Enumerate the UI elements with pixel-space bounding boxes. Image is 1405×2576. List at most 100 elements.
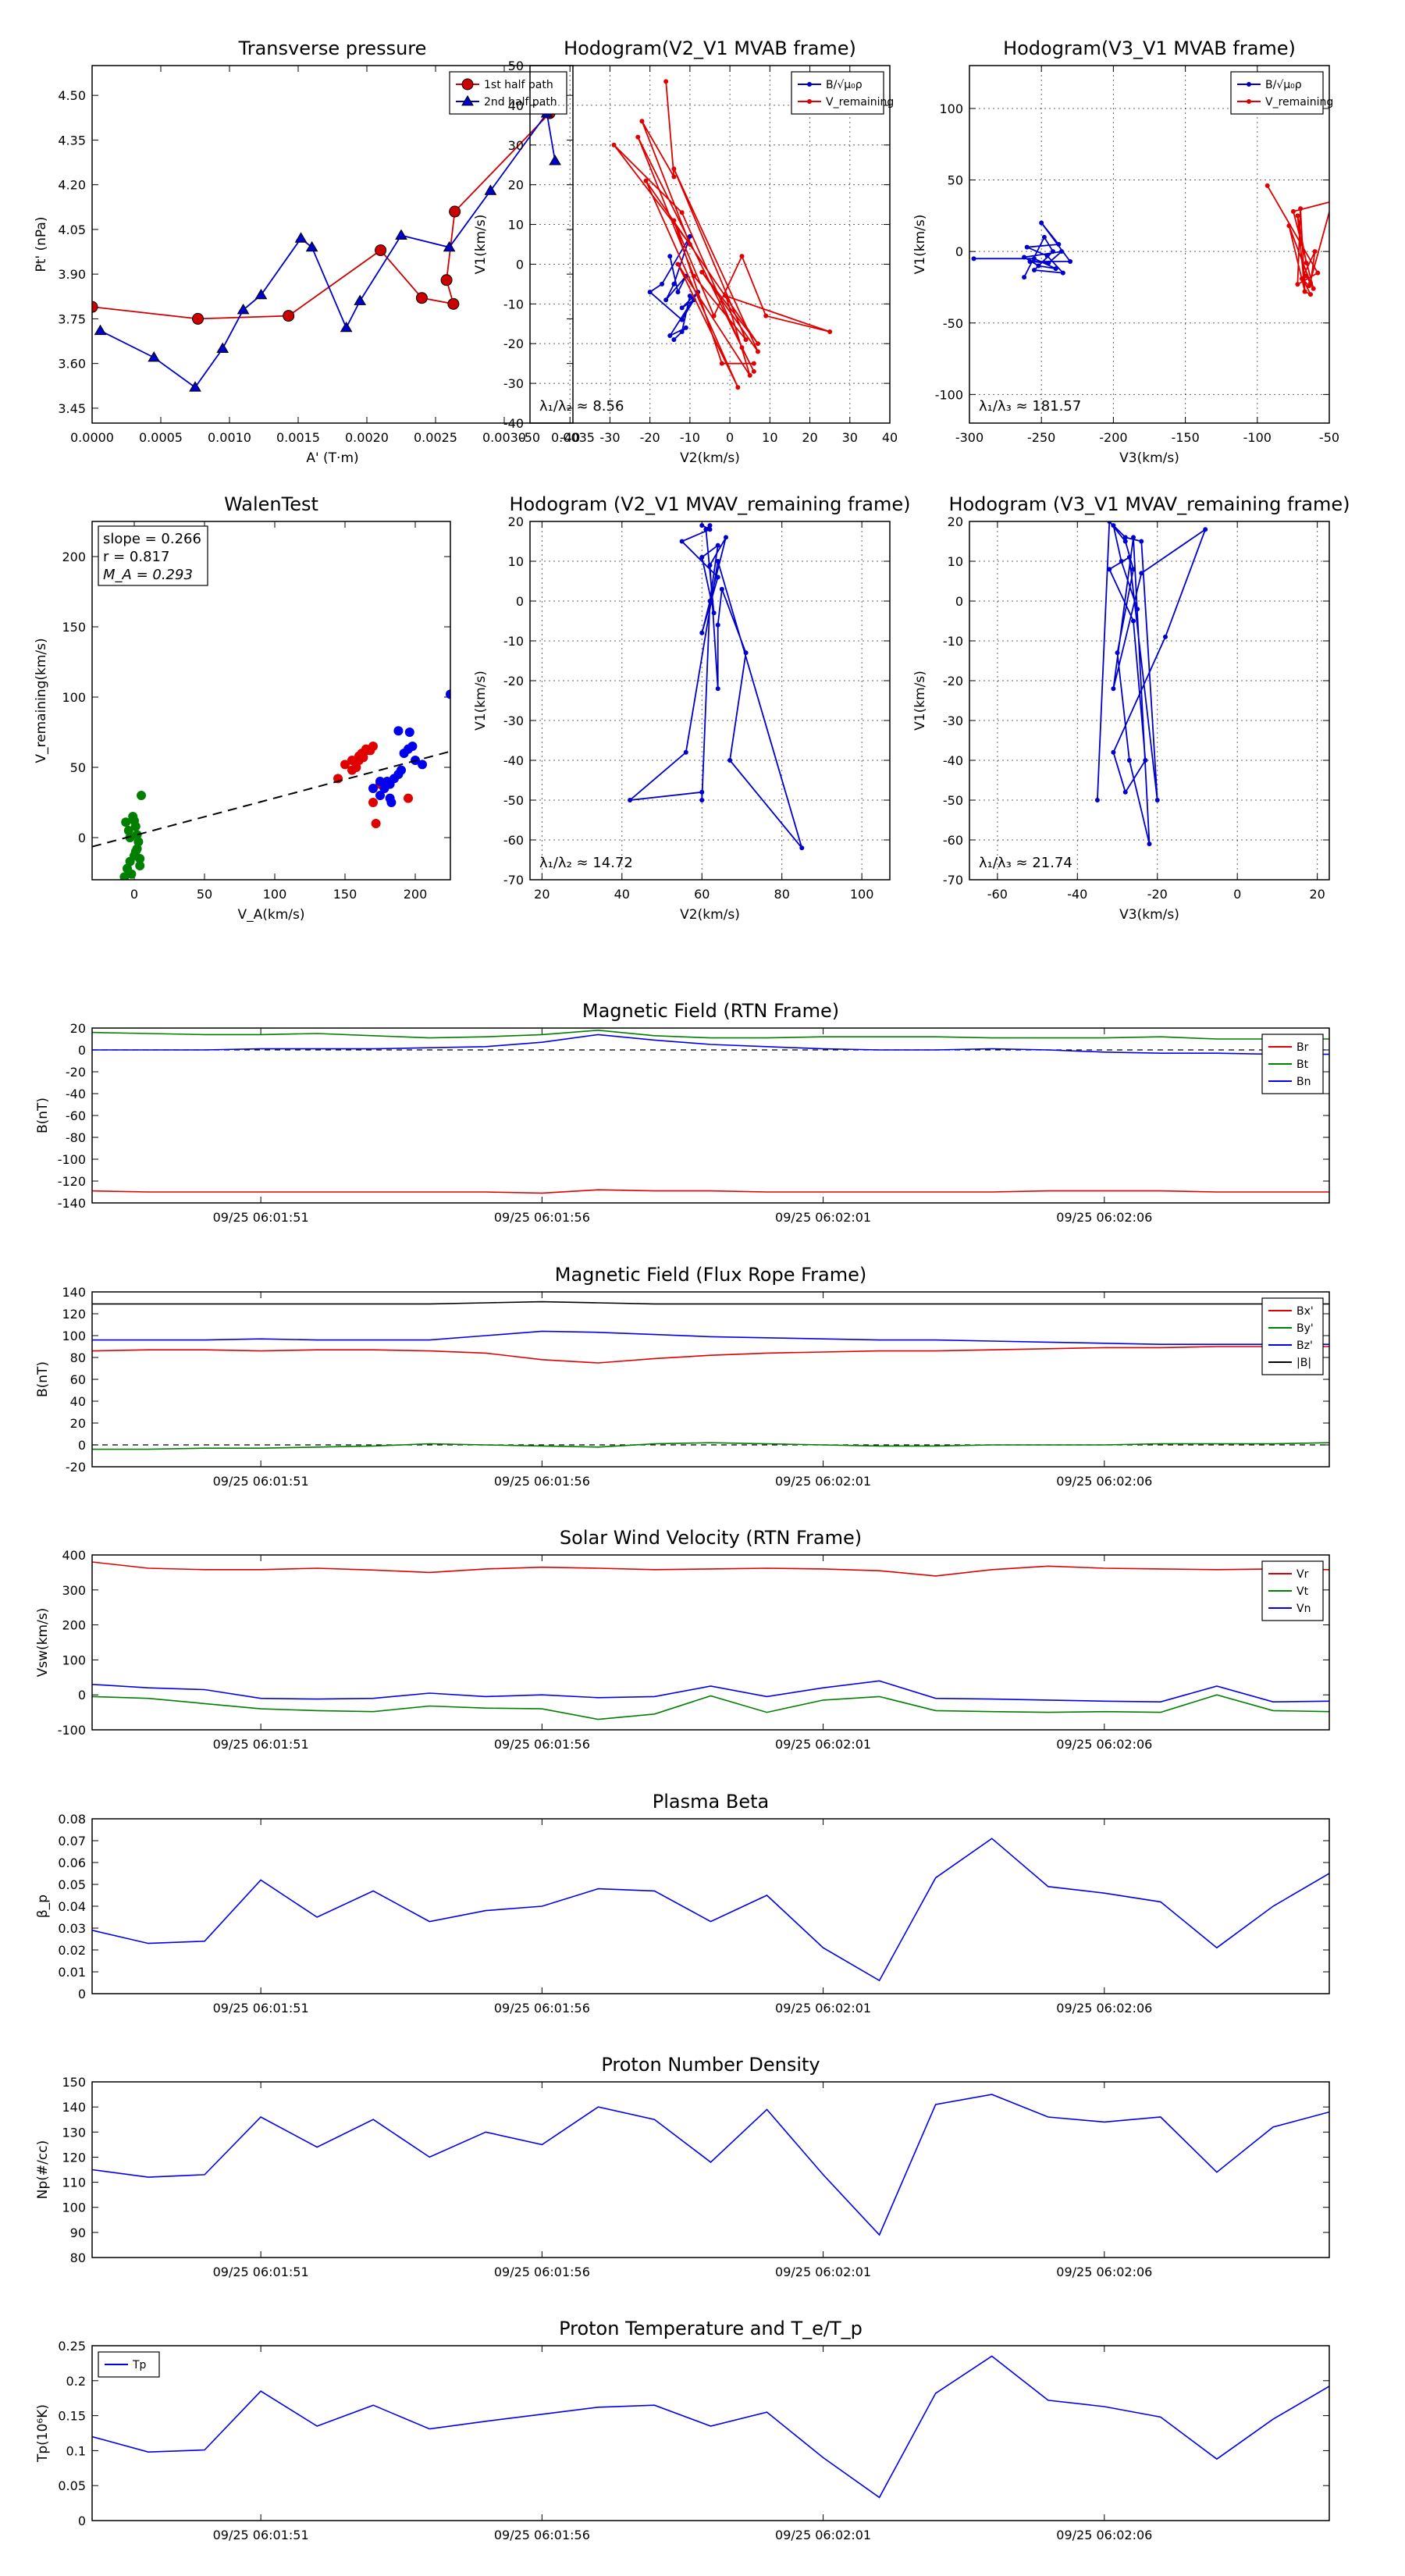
legend-marker: [807, 99, 812, 104]
data-point: [1264, 183, 1270, 188]
plot-area: [92, 689, 450, 880]
data-point: [375, 244, 387, 257]
data-point: [715, 622, 720, 628]
y-tick-label: -20: [503, 336, 524, 351]
y-tick-label: 4.05: [58, 222, 86, 237]
data-point: [755, 341, 760, 347]
x-axis-label: A' (T·m): [306, 450, 358, 466]
y-axis-label: B(nT): [35, 1098, 51, 1133]
data-point: [1122, 539, 1128, 544]
series-line-Br: [92, 1189, 1329, 1194]
data-point: [671, 281, 677, 286]
axes-frame: [91, 2081, 1330, 2258]
axes-frame: [91, 1818, 1330, 1994]
x-tick-label: 09/25 06:02:06: [1056, 1210, 1152, 1225]
x-axis-label: V2(km/s): [680, 907, 740, 923]
data-point: [340, 760, 350, 770]
x-tick-label: -100: [1243, 430, 1272, 445]
x-tick-label: 0.0030: [482, 430, 526, 445]
x-tick-label: 09/25 06:01:56: [494, 1210, 590, 1225]
data-point: [727, 758, 733, 763]
legend-marker: [807, 82, 812, 87]
y-tick-label: 10: [508, 218, 524, 233]
data-point: [119, 872, 130, 880]
chart-vsw: Solar Wind Velocity (RTN Frame) 09/25 06:…: [35, 1527, 1330, 1752]
data-point: [216, 342, 229, 353]
x-tick-label: -20: [640, 430, 660, 445]
data-point: [1304, 260, 1309, 265]
x-tick-label: 0.0020: [345, 430, 389, 445]
data-point: [1046, 260, 1051, 265]
y-tick-label: -60: [66, 1108, 86, 1123]
chart-beta: Plasma Beta 09/25 06:01:51 09/25 06:01:56 0…: [35, 1791, 1330, 2016]
data-point: [739, 345, 745, 350]
y-axis-label: Vsw(km/s): [35, 1608, 51, 1678]
y-tick-label: 140: [62, 1285, 86, 1300]
data-point: [371, 819, 381, 828]
data-point: [667, 254, 673, 259]
y-tick-label: 50: [948, 173, 963, 188]
data-point: [707, 523, 713, 528]
data-point: [683, 749, 688, 755]
axes-frame: [91, 521, 451, 881]
plot-area: [628, 523, 805, 851]
data-point: [361, 745, 371, 756]
chart-title: Hodogram(V2_V1 MVAB frame): [564, 37, 856, 59]
data-point: [1154, 798, 1160, 802]
data-point: [1139, 571, 1144, 576]
data-point: [1119, 559, 1124, 564]
data-point: [130, 847, 140, 856]
x-tick-label: -40: [560, 430, 580, 445]
chart-tp: Transverse pressure 0.0000 0.0005 0.0010 0.0…: [34, 37, 595, 466]
data-point: [799, 845, 805, 851]
data-point: [1031, 256, 1037, 262]
chart-title: WalenTest: [224, 493, 318, 515]
axes-frame: [969, 65, 1330, 424]
legend-label: Bz': [1297, 1340, 1313, 1352]
axes-frame: [91, 1027, 1330, 1204]
ratio-annotation: λ₁/λ₃ ≈ 21.74: [979, 855, 1072, 871]
x-tick-label: 0.0025: [414, 430, 457, 445]
data-point: [1115, 650, 1120, 656]
data-point: [707, 599, 713, 603]
data-point: [743, 650, 749, 656]
plot-area: [611, 79, 833, 390]
plot-area: [92, 2094, 1329, 2236]
data-point: [1111, 686, 1116, 692]
fit-line: [92, 750, 450, 848]
y-tick-label: 0: [955, 244, 963, 259]
data-point: [1050, 249, 1055, 254]
x-tick-label: -250: [1027, 430, 1055, 445]
y-axis-label: V_remaining(km/s): [34, 638, 49, 763]
data-point: [395, 229, 407, 240]
data-point: [763, 313, 769, 318]
data-point: [1139, 539, 1144, 544]
data-point: [671, 174, 677, 180]
axes-frame: [91, 2345, 1330, 2521]
legend-label: 1st half path: [484, 79, 553, 91]
x-tick-label: 09/25 06:01:51: [213, 1474, 309, 1489]
data-point: [1143, 758, 1148, 763]
x-tick-label: 09/25 06:02:01: [775, 1737, 871, 1752]
legend-marker: [461, 95, 474, 106]
data-point: [675, 290, 681, 295]
data-point: [683, 325, 688, 330]
data-point: [294, 232, 308, 243]
x-tick-label: 20: [802, 430, 817, 445]
x-tick-label: -60: [987, 887, 1008, 902]
data-point: [671, 218, 677, 223]
legend-label: By': [1297, 1322, 1314, 1335]
data-point: [751, 368, 756, 374]
data-point: [1290, 208, 1296, 214]
chart-mfrtn: Magnetic Field (RTN Frame) 09/25 06:01:51…: [35, 1000, 1330, 1225]
chart-h2: Hodogram(V3_V1 MVAB frame) -300 -250 -200 -1…: [912, 37, 1339, 466]
y-tick-label: 0.04: [58, 1899, 86, 1914]
series-line-βp: [92, 1838, 1329, 1982]
legend-marker: [461, 78, 474, 91]
y-tick-label: 100: [62, 2201, 86, 2215]
data-point: [699, 523, 705, 528]
legend-label: V_remaining: [1265, 96, 1333, 109]
data-point: [687, 233, 692, 239]
chart-title: Magnetic Field (RTN Frame): [582, 1000, 839, 1022]
